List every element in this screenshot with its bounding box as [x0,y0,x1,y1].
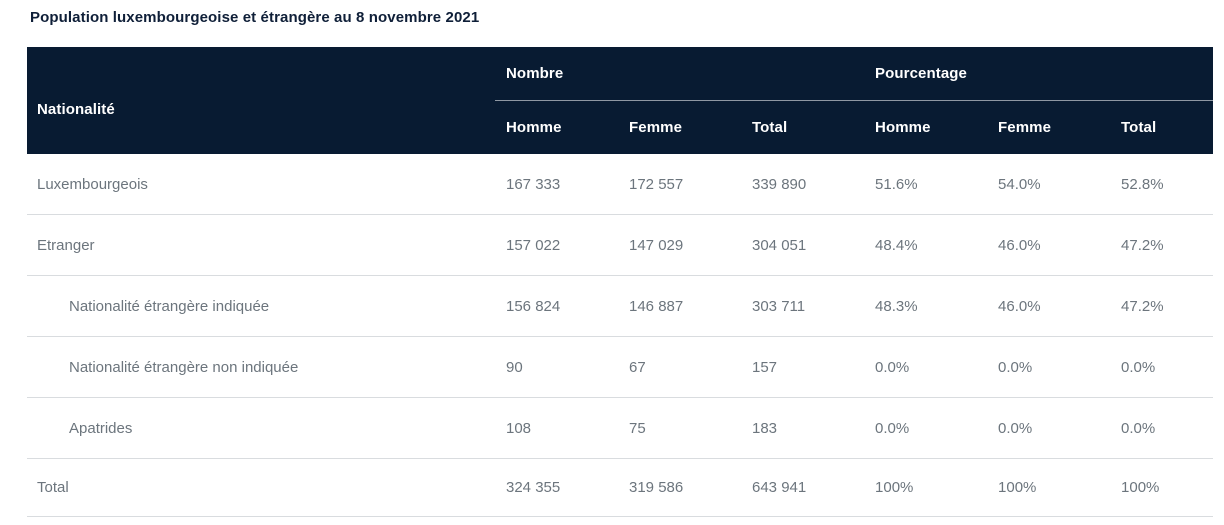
table-body: Luxembourgeois 167 333 172 557 339 890 5… [27,154,1214,517]
cell: 48.4% [864,214,988,276]
row-label: Nationalité étrangère non indiquée [27,336,495,398]
header-group-row: Nationalité Nombre Pourcentage [27,47,1214,154]
cell: 157 [741,336,865,398]
cell: 100% [1110,458,1214,517]
cell: 100% [864,458,988,517]
cell: 47.2% [1110,275,1214,337]
cell: 51.6% [864,154,988,215]
column-group-pourcentage: Pourcentage [864,47,1214,101]
table-row: Luxembourgeois 167 333 172 557 339 890 5… [27,154,1214,215]
cell: 0.0% [1110,336,1214,398]
column-header-pct-femme: Femme [987,100,1111,154]
cell: 0.0% [864,397,988,459]
cell: 46.0% [987,214,1111,276]
table-title: Population luxembourgeoise et étrangère … [30,9,480,26]
cell: 146 887 [618,275,741,337]
row-label: Total [27,458,495,517]
column-header-nombre-homme: Homme [495,100,618,154]
column-header-pct-homme: Homme [864,100,988,154]
cell: 183 [741,397,865,459]
cell: 67 [618,336,741,398]
column-header-pct-total: Total [1110,100,1214,154]
row-label: Apatrides [27,397,495,459]
cell: 0.0% [987,336,1111,398]
column-header-nombre-total: Total [741,100,865,154]
cell: 167 333 [495,154,618,215]
cell: 46.0% [987,275,1111,337]
cell: 47.2% [1110,214,1214,276]
cell: 172 557 [618,154,741,215]
cell: 319 586 [618,458,741,517]
header-sub-row: Homme Femme Total Homme Femme Total [27,100,1214,154]
cell: 339 890 [741,154,865,215]
cell: 48.3% [864,275,988,337]
column-header-nationalite: Nationalité [27,47,495,154]
cell: 100% [987,458,1111,517]
table-row-total: Total 324 355 319 586 643 941 100% 100% … [27,458,1214,517]
table-row: Nationalité étrangère non indiquée 90 67… [27,336,1214,398]
column-header-nombre-femme: Femme [618,100,741,154]
cell: 0.0% [987,397,1111,459]
cell: 157 022 [495,214,618,276]
table-row: Etranger 157 022 147 029 304 051 48.4% 4… [27,214,1214,276]
column-group-nombre: Nombre [495,47,865,101]
cell: 108 [495,397,618,459]
cell: 643 941 [741,458,865,517]
cell: 304 051 [741,214,865,276]
row-label: Nationalité étrangère indiquée [27,275,495,337]
table-row: Apatrides 108 75 183 0.0% 0.0% 0.0% [27,397,1214,459]
cell: 52.8% [1110,154,1214,215]
cell: 0.0% [864,336,988,398]
cell: 75 [618,397,741,459]
cell: 0.0% [1110,397,1214,459]
cell: 303 711 [741,275,865,337]
row-label: Etranger [27,214,495,276]
cell: 54.0% [987,154,1111,215]
row-label: Luxembourgeois [27,154,495,215]
population-table: Nationalité Nombre Pourcentage Homme Fem… [27,47,1214,517]
table-row: Nationalité étrangère indiquée 156 824 1… [27,275,1214,337]
cell: 147 029 [618,214,741,276]
cell: 324 355 [495,458,618,517]
cell: 156 824 [495,275,618,337]
table-header: Nationalité Nombre Pourcentage Homme Fem… [27,47,1214,154]
cell: 90 [495,336,618,398]
